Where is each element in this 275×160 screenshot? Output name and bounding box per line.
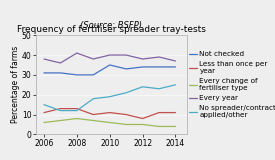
Title: Frequency of fertiliser spreader tray-tests: Frequency of fertiliser spreader tray-te… (17, 25, 206, 34)
Legend: Not checked, Less than once per
year, Every change of
fertiliser type, Every yea: Not checked, Less than once per year, Ev… (189, 51, 275, 118)
Text: (Source: BSFP): (Source: BSFP) (80, 21, 142, 30)
Y-axis label: Percentage of farms: Percentage of farms (12, 46, 20, 123)
